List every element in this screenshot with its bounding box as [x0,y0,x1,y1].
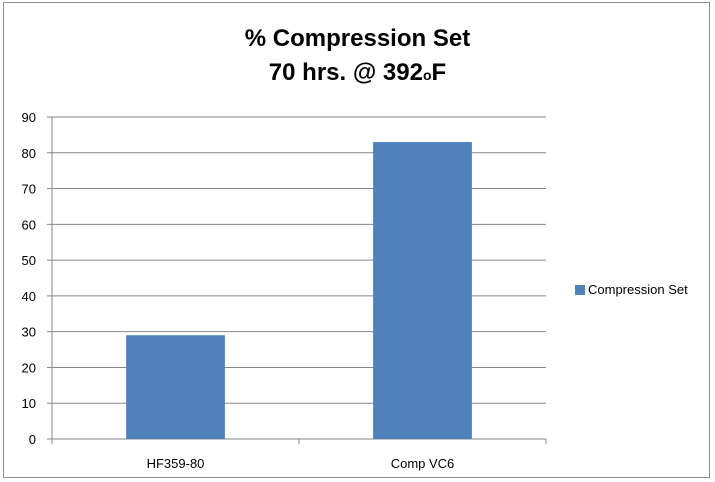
chart-title-line2: 70 hrs. @ 392oF [0,56,715,90]
x-tick-label: HF359-80 [147,456,205,471]
chart-title-line2-end: F [431,59,447,86]
chart-title-line1: % Compression Set [244,25,471,52]
y-tick-label: 70 [22,182,36,197]
chart-title: % Compression Set 70 hrs. @ 392oF [0,22,715,90]
legend-label: Compression Set [588,282,688,297]
y-tick-label: 60 [22,217,36,232]
bar [126,335,225,439]
y-tick-label: 80 [22,146,36,161]
legend: Compression Set [575,282,688,297]
x-tick-label: Comp VC6 [391,456,455,471]
degree-symbol: o [422,67,432,83]
y-tick-label: 30 [22,325,36,340]
chart-title-line2-main: 70 hrs. @ 392 [268,59,423,86]
y-tick-label: 20 [22,360,36,375]
legend-swatch [575,284,585,295]
y-tick-label: 10 [22,396,36,411]
y-tick-label: 50 [22,253,36,268]
y-tick-label: 0 [29,432,36,447]
y-tick-label: 90 [22,110,36,125]
chart-frame [3,2,710,478]
bar [373,142,472,440]
y-tick-label: 40 [22,289,36,304]
